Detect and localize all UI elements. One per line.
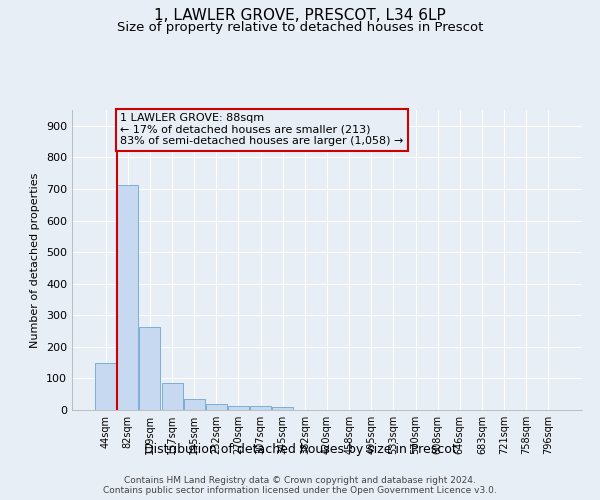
Bar bbox=[228, 406, 249, 410]
Text: Contains HM Land Registry data © Crown copyright and database right 2024.
Contai: Contains HM Land Registry data © Crown c… bbox=[103, 476, 497, 495]
Bar bbox=[250, 406, 271, 410]
Bar bbox=[95, 364, 116, 410]
Y-axis label: Number of detached properties: Number of detached properties bbox=[31, 172, 40, 348]
Bar bbox=[184, 399, 205, 410]
Bar bbox=[272, 407, 293, 410]
Bar bbox=[206, 404, 227, 410]
Bar bbox=[118, 185, 139, 410]
Text: Distribution of detached houses by size in Prescot: Distribution of detached houses by size … bbox=[143, 442, 457, 456]
Text: 1 LAWLER GROVE: 88sqm
← 17% of detached houses are smaller (213)
83% of semi-det: 1 LAWLER GROVE: 88sqm ← 17% of detached … bbox=[120, 113, 403, 146]
Bar bbox=[139, 328, 160, 410]
Bar bbox=[161, 383, 182, 410]
Text: 1, LAWLER GROVE, PRESCOT, L34 6LP: 1, LAWLER GROVE, PRESCOT, L34 6LP bbox=[154, 8, 446, 22]
Text: Size of property relative to detached houses in Prescot: Size of property relative to detached ho… bbox=[117, 21, 483, 34]
